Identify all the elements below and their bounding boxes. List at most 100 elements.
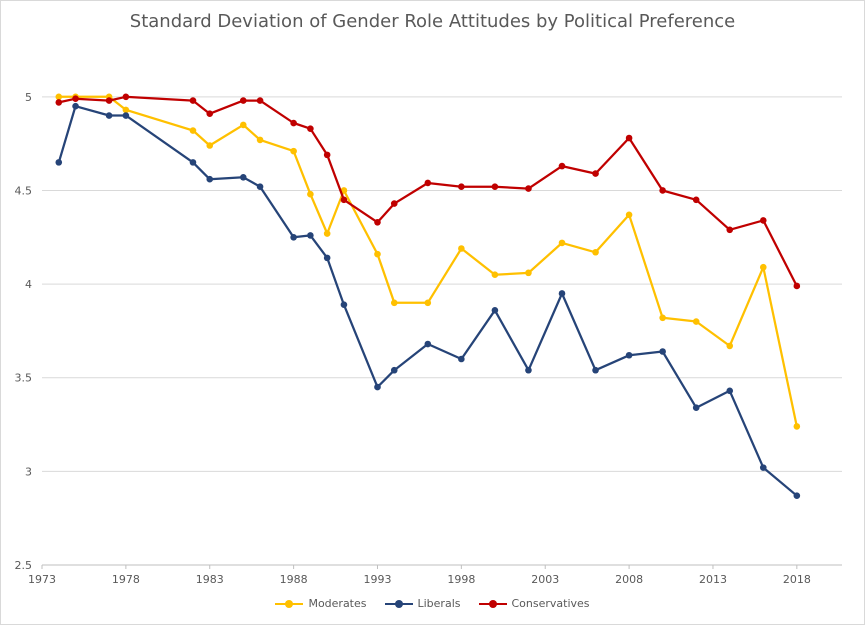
data-point-conservatives xyxy=(424,179,432,187)
x-tick-label: 1983 xyxy=(196,573,224,586)
x-tick-label: 1988 xyxy=(280,573,308,586)
series-line-moderates xyxy=(58,95,798,427)
data-point-moderates xyxy=(206,142,214,149)
data-point-moderates xyxy=(726,342,734,350)
x-tick-label: 1978 xyxy=(112,573,140,586)
data-point-conservatives xyxy=(525,185,532,192)
data-point-moderates xyxy=(290,147,297,155)
data-point-moderates xyxy=(189,127,197,134)
data-point-liberals xyxy=(558,290,566,297)
data-point-liberals xyxy=(256,183,264,191)
data-point-liberals xyxy=(793,492,801,500)
data-point-conservatives xyxy=(55,99,63,106)
data-point-liberals xyxy=(592,366,599,374)
data-point-conservatives xyxy=(726,226,734,234)
data-point-liberals xyxy=(374,383,381,391)
y-tick-label: 2.5 xyxy=(15,559,33,572)
legend-swatch xyxy=(478,599,507,609)
data-point-conservatives xyxy=(290,119,297,127)
data-point-moderates xyxy=(458,245,465,252)
x-tick-label: 2008 xyxy=(615,573,643,586)
data-point-liberals xyxy=(390,366,398,374)
data-point-conservatives xyxy=(692,196,700,204)
legend-label: Liberals xyxy=(417,597,461,610)
data-point-conservatives xyxy=(491,183,499,191)
data-point-conservatives xyxy=(206,110,214,117)
data-point-liberals xyxy=(105,112,113,119)
data-point-moderates xyxy=(424,299,432,307)
data-point-liberals xyxy=(692,404,700,411)
x-tick-label: 1973 xyxy=(28,573,56,586)
x-tick-label: 2013 xyxy=(699,573,727,586)
data-point-moderates xyxy=(592,248,599,256)
data-point-liberals xyxy=(307,232,314,239)
data-point-moderates xyxy=(55,93,63,101)
data-point-liberals xyxy=(726,387,734,395)
y-tick-label: 3.5 xyxy=(15,372,33,385)
data-point-conservatives xyxy=(390,200,398,207)
data-point-moderates xyxy=(659,314,666,322)
data-point-moderates xyxy=(793,423,801,430)
data-point-conservatives xyxy=(72,95,79,102)
data-point-liberals xyxy=(206,175,214,183)
data-point-conservatives xyxy=(340,196,348,204)
data-point-moderates xyxy=(340,187,348,194)
data-point-moderates xyxy=(374,250,381,258)
data-point-moderates xyxy=(256,136,264,144)
x-tick-label: 2018 xyxy=(783,573,811,586)
data-point-conservatives xyxy=(374,218,381,226)
data-point-conservatives xyxy=(105,97,113,104)
data-point-conservatives xyxy=(239,97,247,104)
data-point-moderates xyxy=(525,269,532,277)
chart-title: Standard Deviation of Gender Role Attitu… xyxy=(129,11,736,32)
data-point-liberals xyxy=(458,355,465,363)
data-point-conservatives xyxy=(625,134,633,142)
data-point-conservatives xyxy=(189,97,197,104)
data-point-conservatives xyxy=(759,217,767,224)
legend: Moderates Liberals Conservatives xyxy=(1,597,864,610)
data-point-conservatives xyxy=(323,151,331,159)
data-point-liberals xyxy=(491,307,499,314)
data-point-conservatives xyxy=(256,97,264,104)
data-point-moderates xyxy=(239,121,247,129)
data-point-moderates xyxy=(323,230,331,237)
series-line-conservatives xyxy=(58,95,798,287)
legend-label: Conservatives xyxy=(511,597,590,610)
data-point-moderates xyxy=(759,263,767,271)
data-point-conservatives xyxy=(592,170,599,177)
x-tick-label: 1998 xyxy=(447,573,475,586)
data-point-liberals xyxy=(55,159,63,166)
legend-item-liberals: Liberals xyxy=(384,597,461,610)
data-point-liberals xyxy=(72,102,79,110)
legend-item-moderates: Moderates xyxy=(275,597,367,610)
legend-label: Moderates xyxy=(308,597,367,610)
data-point-liberals xyxy=(525,366,532,374)
series-line-liberals xyxy=(57,105,798,497)
data-point-liberals xyxy=(625,351,633,359)
data-point-liberals xyxy=(189,159,197,166)
data-point-moderates xyxy=(625,211,633,219)
data-point-liberals xyxy=(759,464,767,471)
data-point-conservatives xyxy=(659,187,666,194)
data-point-liberals xyxy=(659,348,666,355)
x-tick-label: 1993 xyxy=(363,573,391,586)
data-point-liberals xyxy=(323,254,331,262)
data-point-moderates xyxy=(307,190,314,198)
data-point-moderates xyxy=(558,239,566,247)
data-point-moderates xyxy=(390,299,398,307)
data-point-moderates xyxy=(491,271,499,279)
data-point-conservatives xyxy=(458,183,465,191)
y-tick-label: 3 xyxy=(25,465,32,478)
data-point-liberals xyxy=(424,340,432,348)
data-point-liberals xyxy=(340,301,348,308)
legend-swatch xyxy=(275,599,304,609)
y-tick-label: 4.5 xyxy=(15,184,33,197)
legend-item-conservatives: Conservatives xyxy=(478,597,590,610)
data-point-liberals xyxy=(122,112,130,119)
data-point-liberals xyxy=(290,233,297,241)
data-point-liberals xyxy=(239,174,247,181)
y-tick-label: 5 xyxy=(25,91,32,104)
data-point-conservatives xyxy=(122,93,130,101)
